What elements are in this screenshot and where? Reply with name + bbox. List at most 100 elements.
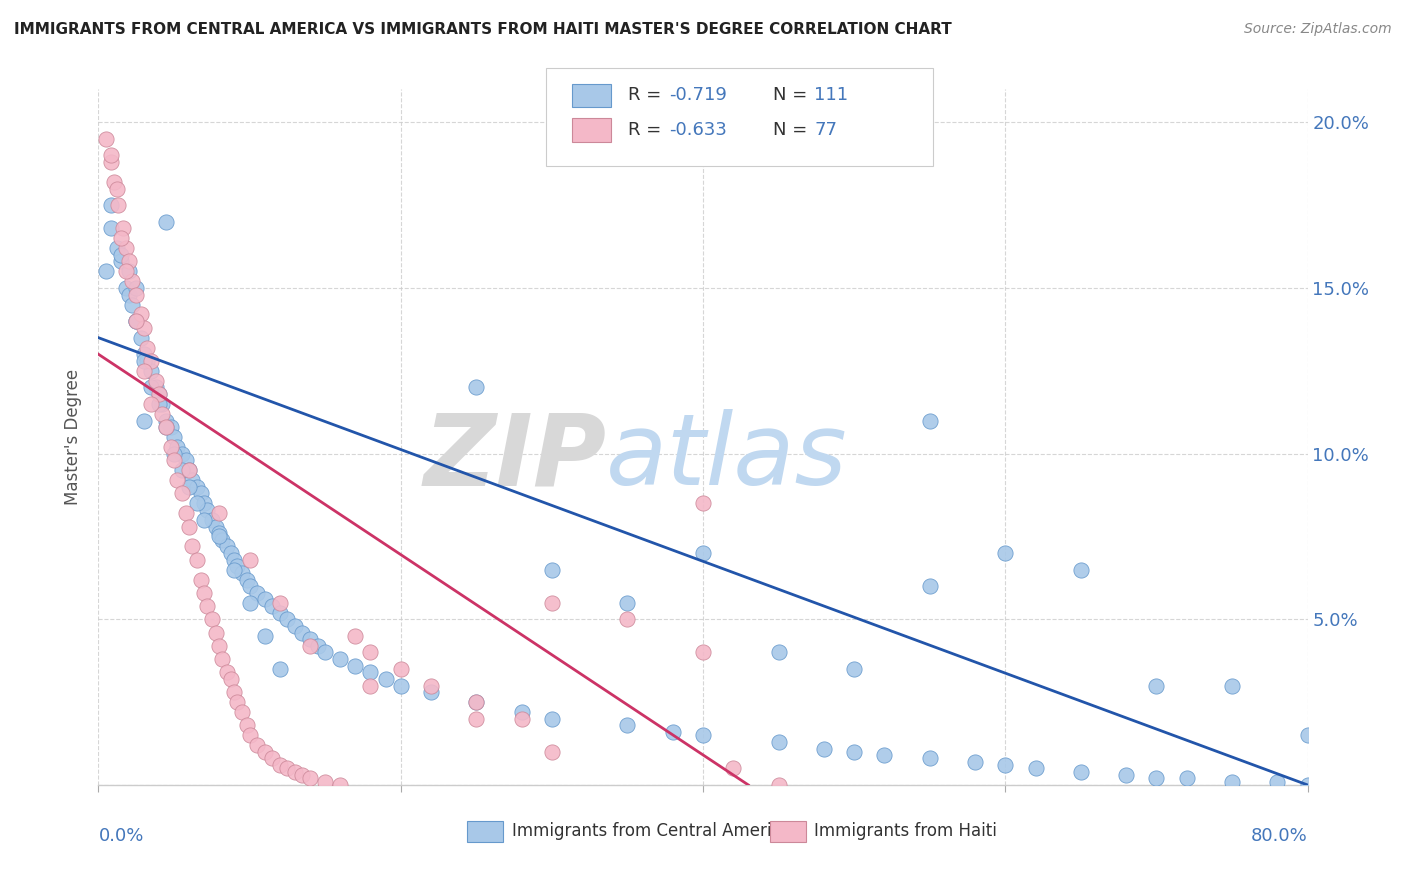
Point [211,652,233,666]
Point [141,354,163,368]
Text: R =: R = [628,86,666,103]
Point [118,264,141,278]
Point [239,728,262,742]
Point [465,380,488,394]
Point [141,397,163,411]
Point [965,755,987,769]
Point [155,420,177,434]
Point [276,761,298,775]
Point [186,552,208,566]
Point [1115,768,1137,782]
Point [616,718,638,732]
Point [129,308,152,322]
Point [918,413,941,427]
Point [221,672,243,686]
Point [125,281,148,295]
Point [918,579,941,593]
Point [132,320,155,334]
Point [1175,772,1198,786]
Point [170,463,193,477]
Text: ZIP: ZIP [423,409,606,507]
Point [389,662,412,676]
Point [239,552,262,566]
Point [135,354,157,368]
Point [465,712,488,726]
Point [125,314,148,328]
Point [208,529,231,543]
Point [692,645,714,659]
Text: 77: 77 [814,120,837,138]
Point [307,639,329,653]
Point [540,563,562,577]
Point [329,652,352,666]
Point [253,629,276,643]
Point [205,519,228,533]
Point [253,592,276,607]
Point [262,599,284,613]
Text: -0.719: -0.719 [669,86,727,103]
Point [994,546,1017,560]
Point [235,718,257,732]
Point [208,639,231,653]
Point [215,665,238,680]
Point [540,712,562,726]
Point [1220,679,1243,693]
Point [150,407,173,421]
Point [224,563,246,577]
Point [125,314,148,328]
Text: N =: N = [773,86,813,103]
Point [105,181,128,195]
Point [692,728,714,742]
Point [540,745,562,759]
Point [918,751,941,765]
Point [420,679,443,693]
Point [246,738,269,752]
Point [155,420,177,434]
FancyBboxPatch shape [546,69,932,166]
Point [299,632,322,647]
Text: Immigrants from Haiti: Immigrants from Haiti [814,822,997,840]
Point [163,430,186,444]
Point [179,463,201,477]
FancyBboxPatch shape [572,84,612,107]
Point [132,364,155,378]
Point [269,606,291,620]
Point [1070,764,1092,779]
Text: IMMIGRANTS FROM CENTRAL AMERICA VS IMMIGRANTS FROM HAITI MASTER'S DEGREE CORRELA: IMMIGRANTS FROM CENTRAL AMERICA VS IMMIG… [14,22,952,37]
Point [121,297,143,311]
Point [125,287,148,301]
Point [276,612,298,626]
Text: 0.0%: 0.0% [98,827,143,845]
FancyBboxPatch shape [467,822,503,842]
Point [208,506,231,520]
Point [768,645,790,659]
Point [389,679,412,693]
Point [253,745,276,759]
Point [299,639,322,653]
Point [148,397,170,411]
Point [420,685,443,699]
Point [1267,774,1289,789]
Point [129,331,152,345]
Point [208,526,231,541]
Point [179,463,201,477]
Point [150,397,173,411]
Point [360,679,382,693]
Text: 111: 111 [814,86,848,103]
Point [1144,772,1167,786]
Point [231,705,253,719]
Point [1220,774,1243,789]
Point [141,364,163,378]
Point [163,447,186,461]
Point [211,533,233,547]
Point [100,221,122,235]
Point [1296,728,1319,742]
Point [1144,679,1167,693]
Text: R =: R = [628,120,666,138]
Point [166,473,188,487]
Point [179,519,201,533]
Point [125,314,148,328]
Point [510,705,533,719]
Point [155,215,177,229]
Point [193,496,215,510]
